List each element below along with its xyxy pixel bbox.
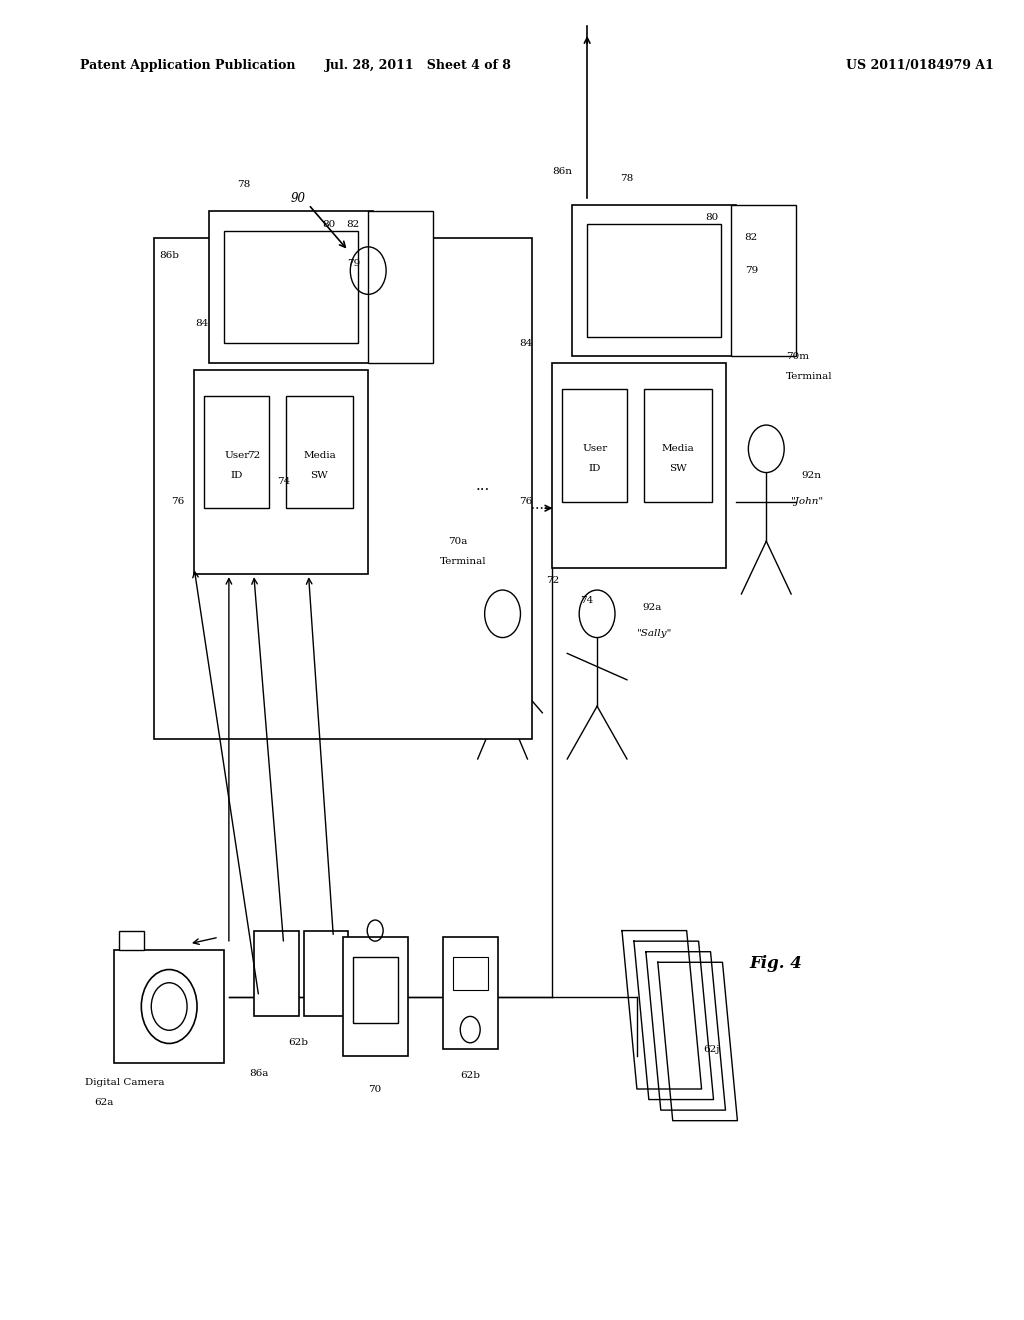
- Text: 70: 70: [369, 1085, 382, 1093]
- Text: ...: ...: [475, 479, 489, 492]
- Text: US 2011/0184979 A1: US 2011/0184979 A1: [846, 59, 993, 73]
- Text: 82: 82: [744, 234, 758, 242]
- Text: 86a: 86a: [249, 1069, 268, 1077]
- Text: Patent Application Publication: Patent Application Publication: [80, 59, 295, 73]
- FancyBboxPatch shape: [155, 238, 532, 739]
- Text: 79: 79: [744, 267, 758, 275]
- FancyBboxPatch shape: [286, 396, 353, 508]
- Text: 92n: 92n: [801, 471, 821, 479]
- FancyBboxPatch shape: [120, 931, 144, 950]
- Text: 80: 80: [322, 220, 335, 228]
- Text: "John": "John": [792, 498, 824, 506]
- FancyBboxPatch shape: [587, 224, 722, 337]
- Text: SW: SW: [669, 465, 686, 473]
- Text: 78: 78: [238, 181, 251, 189]
- Text: 62a: 62a: [94, 1098, 114, 1106]
- Text: 92a: 92a: [642, 603, 662, 611]
- Text: 76: 76: [519, 498, 532, 506]
- Text: "Sally": "Sally": [637, 630, 673, 638]
- Text: Terminal: Terminal: [439, 557, 486, 565]
- Text: 90: 90: [291, 191, 306, 205]
- Text: 74: 74: [581, 597, 594, 605]
- Text: 70m: 70m: [786, 352, 809, 360]
- FancyBboxPatch shape: [224, 231, 358, 343]
- Text: 86n: 86n: [552, 168, 572, 176]
- FancyBboxPatch shape: [731, 205, 796, 356]
- Text: 78: 78: [621, 174, 634, 182]
- FancyBboxPatch shape: [195, 370, 369, 574]
- Text: Jul. 28, 2011   Sheet 4 of 8: Jul. 28, 2011 Sheet 4 of 8: [325, 59, 511, 73]
- Text: ID: ID: [589, 465, 601, 473]
- FancyBboxPatch shape: [254, 931, 299, 1016]
- Text: Fig. 4: Fig. 4: [750, 956, 803, 972]
- FancyBboxPatch shape: [209, 211, 373, 363]
- Text: Terminal: Terminal: [786, 372, 833, 380]
- Text: Media: Media: [303, 451, 336, 459]
- FancyBboxPatch shape: [204, 396, 268, 508]
- FancyBboxPatch shape: [644, 389, 712, 502]
- Text: 70a: 70a: [449, 537, 468, 545]
- Text: User: User: [583, 445, 607, 453]
- Text: User: User: [224, 451, 250, 459]
- FancyBboxPatch shape: [572, 205, 736, 356]
- Text: 62j: 62j: [703, 1045, 720, 1053]
- Text: 76: 76: [171, 498, 184, 506]
- Text: 72: 72: [546, 577, 559, 585]
- FancyBboxPatch shape: [353, 957, 398, 1023]
- Text: 62b: 62b: [289, 1039, 308, 1047]
- Text: 79: 79: [347, 260, 359, 268]
- Text: 74: 74: [278, 478, 290, 486]
- Text: 84: 84: [519, 339, 532, 347]
- Text: SW: SW: [310, 471, 329, 479]
- Text: 82: 82: [347, 220, 359, 228]
- FancyBboxPatch shape: [442, 937, 498, 1049]
- FancyBboxPatch shape: [343, 937, 408, 1056]
- FancyBboxPatch shape: [115, 950, 224, 1063]
- Text: 84: 84: [196, 319, 209, 327]
- Text: 72: 72: [247, 451, 260, 459]
- FancyBboxPatch shape: [303, 931, 348, 1016]
- FancyBboxPatch shape: [552, 363, 726, 568]
- Text: 86b: 86b: [159, 251, 179, 260]
- Text: Media: Media: [662, 445, 694, 453]
- Text: Digital Camera: Digital Camera: [85, 1078, 164, 1086]
- Text: ID: ID: [230, 471, 243, 479]
- FancyBboxPatch shape: [369, 211, 433, 363]
- FancyBboxPatch shape: [562, 389, 627, 502]
- Text: 80: 80: [705, 214, 718, 222]
- Text: 62b: 62b: [460, 1072, 480, 1080]
- FancyBboxPatch shape: [453, 957, 487, 990]
